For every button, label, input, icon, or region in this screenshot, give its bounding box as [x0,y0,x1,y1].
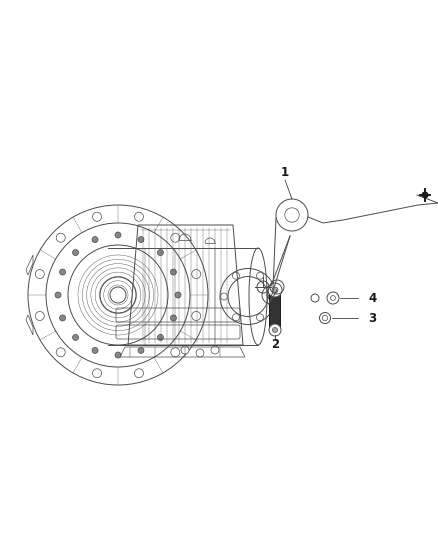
Circle shape [56,233,65,242]
Circle shape [171,348,180,357]
Circle shape [138,348,144,353]
Circle shape [92,237,98,243]
Circle shape [92,212,102,221]
Circle shape [268,283,282,297]
Circle shape [196,349,204,357]
Circle shape [269,324,281,336]
Circle shape [175,292,181,298]
Circle shape [115,232,121,238]
Text: 1: 1 [281,166,289,179]
Circle shape [60,315,66,321]
Circle shape [170,315,177,321]
Circle shape [134,212,144,221]
Circle shape [73,334,78,341]
FancyBboxPatch shape [269,289,280,331]
Text: 4: 4 [368,292,376,304]
Text: 3: 3 [368,311,376,325]
Circle shape [268,293,276,300]
Circle shape [157,334,163,341]
Circle shape [272,327,278,333]
Circle shape [60,269,66,275]
Text: 2: 2 [271,338,279,351]
Circle shape [422,192,428,198]
Circle shape [73,249,78,256]
Circle shape [92,369,102,378]
Circle shape [115,352,121,358]
Circle shape [134,369,144,378]
Circle shape [170,269,177,275]
Circle shape [35,311,44,320]
Circle shape [257,314,264,321]
Circle shape [56,348,65,357]
Circle shape [138,237,144,243]
Circle shape [272,287,278,293]
Circle shape [257,272,264,279]
Circle shape [157,249,163,256]
Circle shape [233,272,240,279]
Circle shape [55,292,61,298]
Circle shape [233,314,240,321]
Circle shape [192,311,201,320]
Circle shape [171,233,180,242]
Circle shape [181,346,189,354]
Circle shape [211,346,219,354]
Circle shape [192,270,201,279]
Circle shape [35,270,44,279]
Circle shape [92,348,98,353]
Circle shape [220,293,227,300]
